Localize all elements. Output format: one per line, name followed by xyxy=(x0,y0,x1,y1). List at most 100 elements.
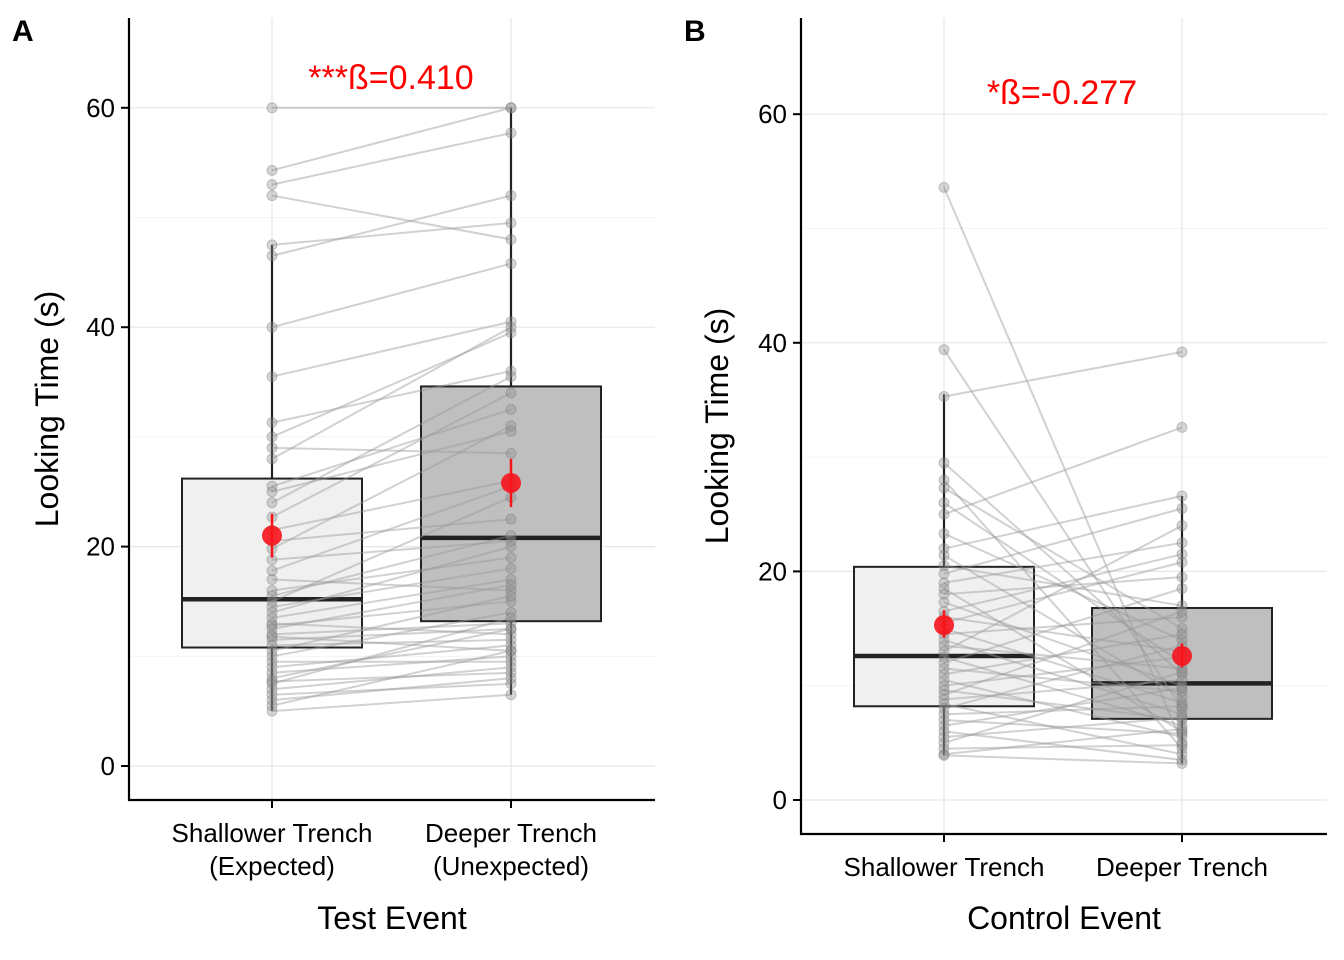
subject-point xyxy=(938,680,950,692)
subject-line xyxy=(271,627,512,680)
mean-marker xyxy=(934,610,954,638)
subject-point xyxy=(505,316,517,328)
subject-point xyxy=(505,258,517,270)
subject-point xyxy=(938,543,950,555)
x-tick-label: Shallower Trench xyxy=(844,852,1045,882)
subject-point xyxy=(938,588,950,600)
subject-point xyxy=(266,595,278,607)
subject-line xyxy=(271,425,512,550)
subject-point xyxy=(266,179,278,191)
subject-point xyxy=(938,568,950,580)
subject-line xyxy=(271,320,512,378)
subject-point xyxy=(505,645,517,657)
subject-point xyxy=(505,623,517,635)
subject-line xyxy=(943,501,1183,664)
subject-line xyxy=(271,600,512,627)
mean-point xyxy=(501,472,521,493)
subject-point xyxy=(266,417,278,429)
subject-point xyxy=(1176,720,1188,732)
subject-point xyxy=(505,371,517,383)
subject-point xyxy=(505,623,517,635)
subject-line xyxy=(943,678,1183,701)
subject-point xyxy=(505,535,517,547)
subject-line xyxy=(271,194,512,241)
subject-point xyxy=(938,663,950,675)
subject-point xyxy=(1176,583,1188,595)
subject-line xyxy=(943,671,1183,744)
subject-point xyxy=(1176,714,1188,726)
subject-point xyxy=(266,431,278,443)
subject-point xyxy=(266,689,278,701)
subject-point xyxy=(266,102,278,114)
subject-point xyxy=(266,683,278,695)
subject-line xyxy=(271,584,512,630)
subject-point xyxy=(266,661,278,673)
mean-marker xyxy=(501,458,521,508)
x-tick-label: Deeper Trench xyxy=(1096,852,1268,882)
subject-line xyxy=(271,622,512,636)
subject-line xyxy=(943,610,1183,696)
subject-line xyxy=(943,616,1183,653)
subject-point xyxy=(505,102,517,114)
axes: 0 20 40 60 Shallower Trench Deeper Trench xyxy=(758,18,1327,882)
subject-point xyxy=(266,645,278,657)
subject-point xyxy=(266,650,278,662)
subject-line xyxy=(943,487,1183,630)
y-tick-label: 40 xyxy=(86,312,115,342)
subject-point xyxy=(1176,708,1188,720)
subject-point xyxy=(505,552,517,564)
subject-point xyxy=(505,667,517,679)
subject-point xyxy=(1176,682,1188,694)
subject-line xyxy=(943,350,1183,398)
subject-point xyxy=(266,606,278,618)
subject-point xyxy=(1176,757,1188,769)
subject-line xyxy=(943,644,1183,710)
subject-point xyxy=(266,612,278,624)
subject-line xyxy=(271,567,512,608)
subject-line xyxy=(943,532,1183,641)
subject-line xyxy=(943,718,1183,735)
panel-a-plot: 0 20 40 60 Shallower Trench (Expected) Deeper … xyxy=(29,18,655,936)
subject-point xyxy=(266,623,278,635)
subject-point xyxy=(505,217,517,229)
mean-point xyxy=(262,525,282,546)
y-tick-label: 20 xyxy=(758,556,787,586)
subject-point xyxy=(938,684,950,696)
subject-line xyxy=(943,616,1183,636)
subject-point xyxy=(505,612,517,624)
subject-line xyxy=(943,656,1183,727)
x-tick-label: Deeper Trench (Unexpected) xyxy=(425,818,597,881)
subject-point xyxy=(505,530,517,542)
subject-line xyxy=(943,576,1183,596)
y-tick-label: 0 xyxy=(773,785,787,815)
subject-line xyxy=(271,326,512,460)
subject-line xyxy=(943,639,1183,716)
subject-line xyxy=(271,666,512,691)
subject-point xyxy=(266,565,278,577)
subject-point xyxy=(1176,728,1188,740)
subject-point xyxy=(1176,556,1188,568)
subject-point xyxy=(505,634,517,646)
subject-line xyxy=(271,518,512,543)
subject-line xyxy=(943,587,1183,733)
subject-point xyxy=(505,513,517,525)
subject-line xyxy=(943,744,1183,750)
subject-line xyxy=(943,479,1183,750)
subject-point xyxy=(505,689,517,701)
subject-point xyxy=(1176,605,1188,617)
subject-point xyxy=(505,579,517,591)
subject-point xyxy=(266,634,278,646)
subject-point xyxy=(505,321,517,333)
subject-point xyxy=(1176,628,1188,640)
mean-point xyxy=(1172,645,1192,666)
subject-line xyxy=(271,644,512,669)
y-axis-title: Looking Time (s) xyxy=(699,308,735,545)
subject-point xyxy=(266,480,278,492)
subject-point xyxy=(1176,571,1188,583)
mean-point xyxy=(934,615,954,636)
subject-point xyxy=(266,678,278,690)
subject-point xyxy=(938,737,950,749)
subject-line xyxy=(271,446,512,455)
subject-line xyxy=(271,221,512,246)
